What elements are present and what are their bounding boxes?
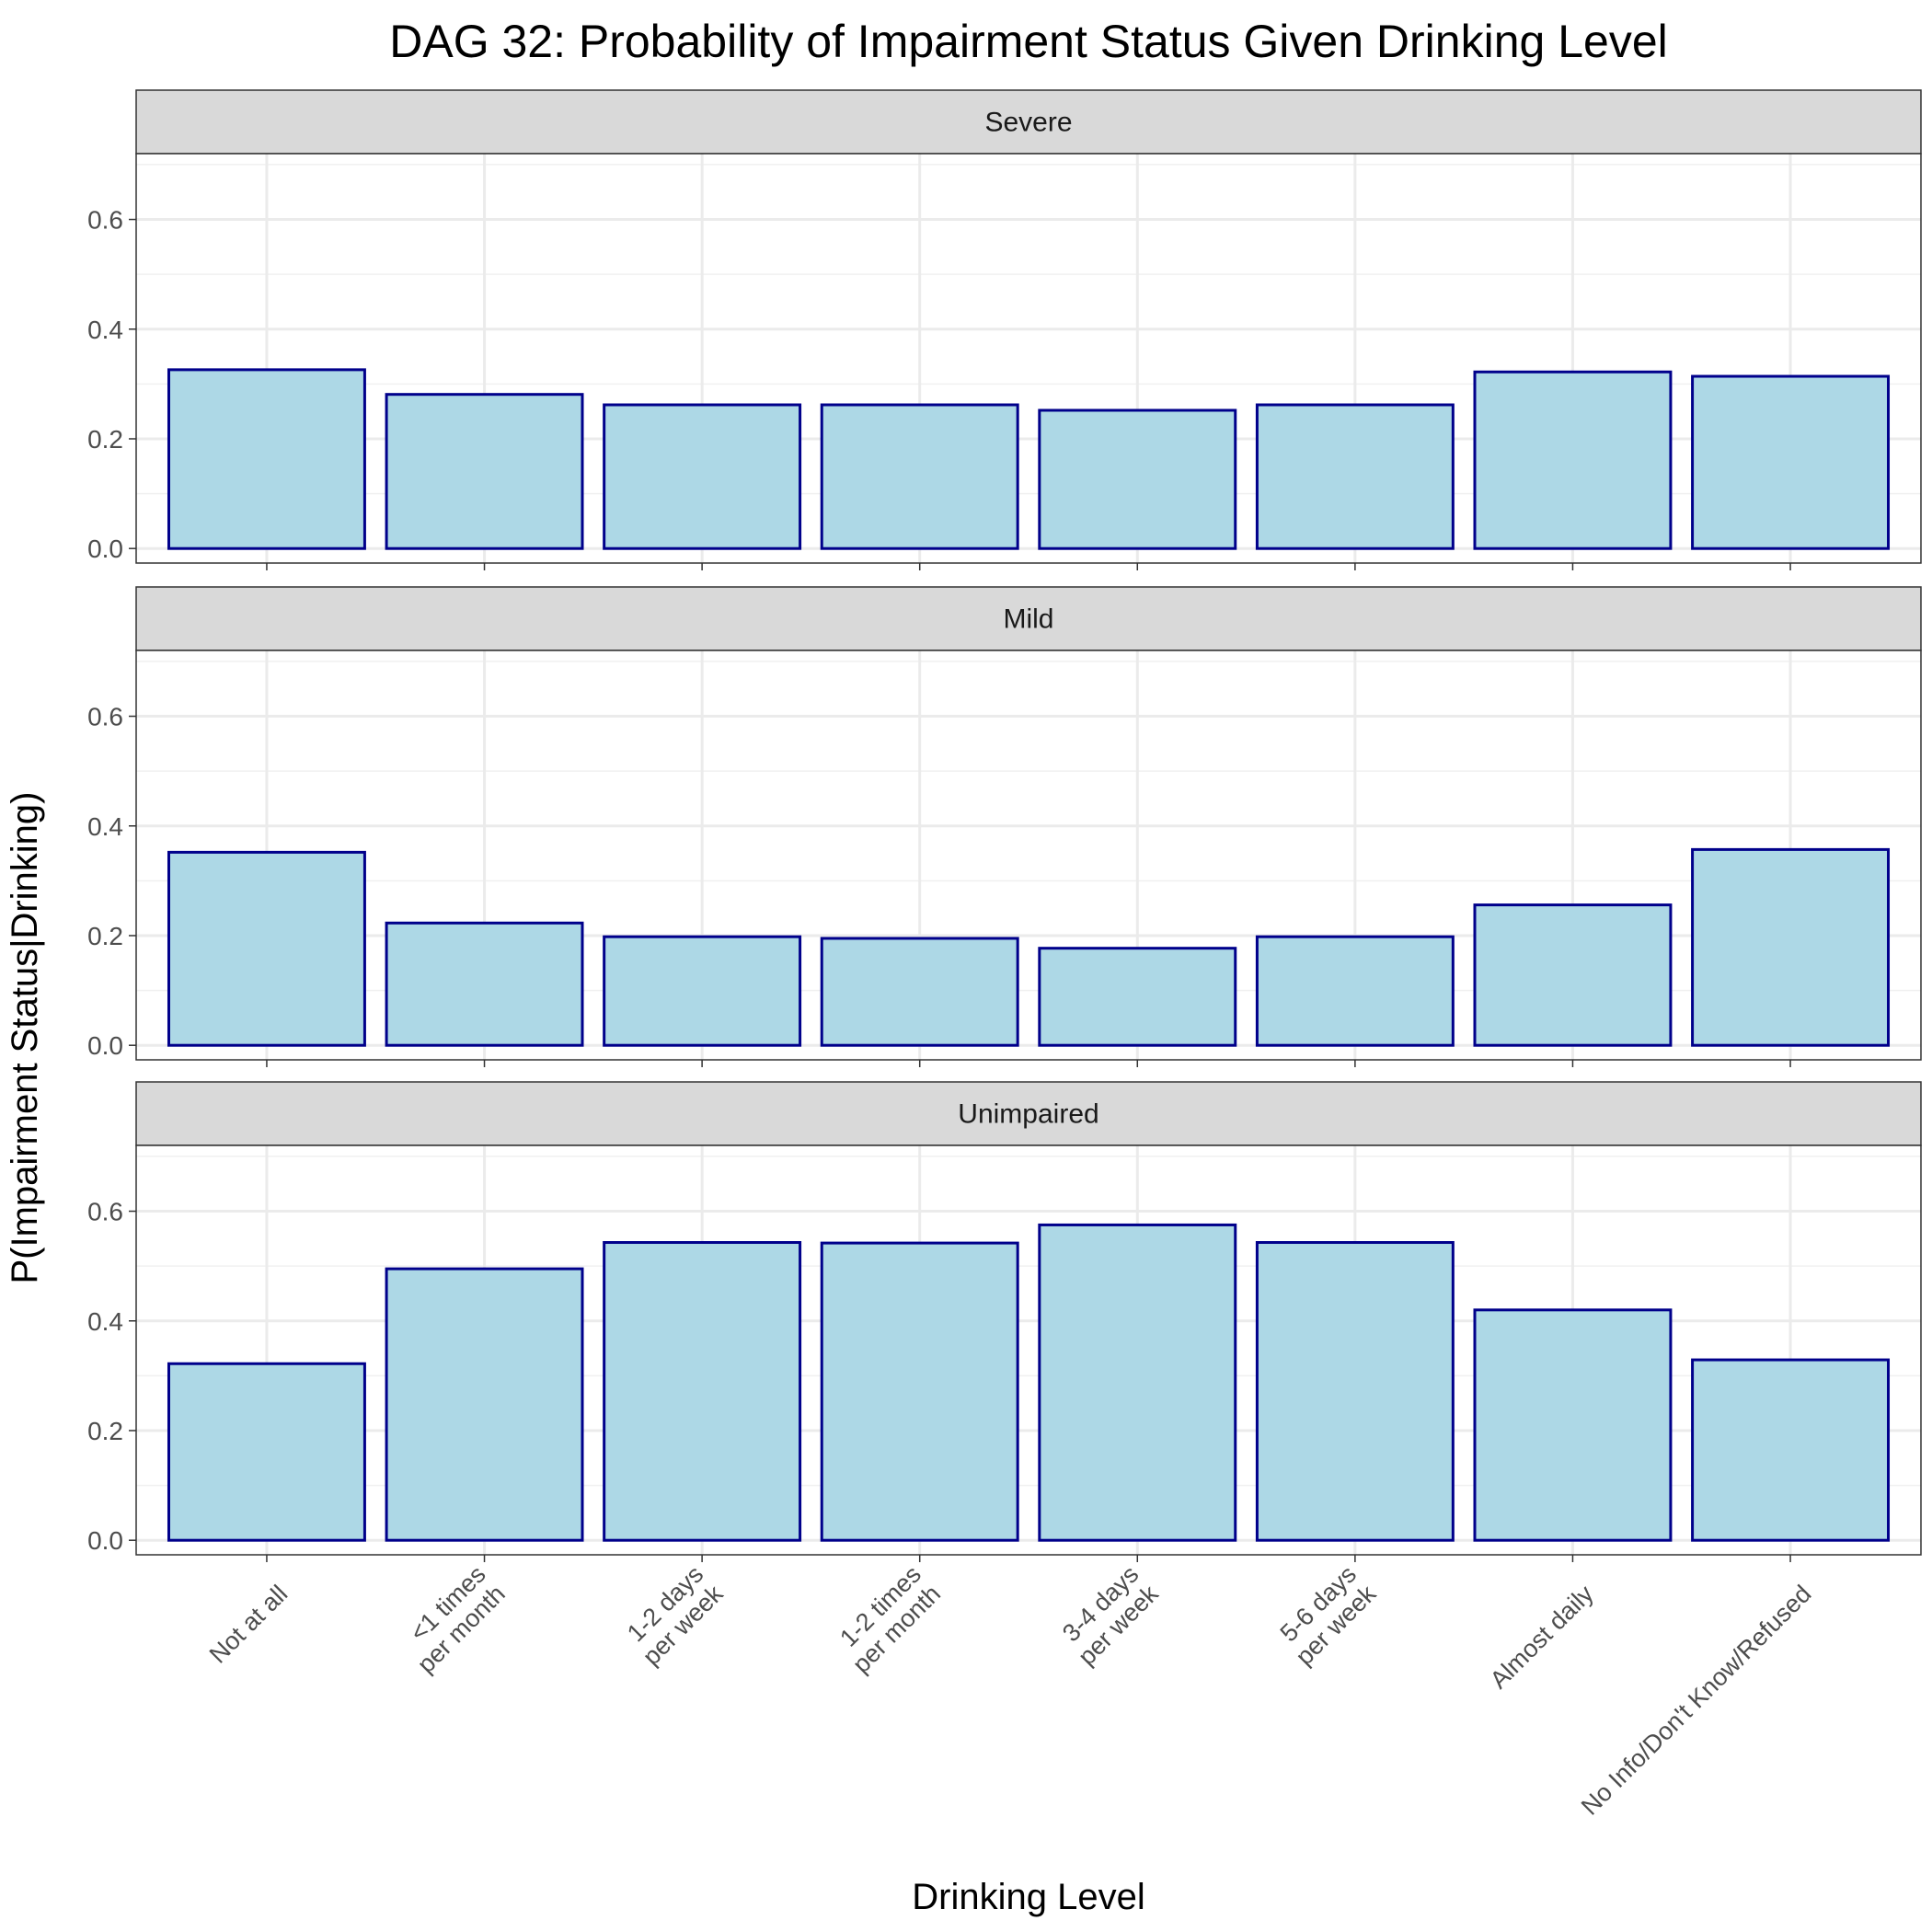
bar — [820, 403, 1019, 550]
panel-border — [135, 1144, 1922, 1556]
bar — [385, 393, 584, 550]
y-tick-label: 0.0 — [87, 1526, 123, 1555]
y-tick-label: 0.2 — [87, 922, 123, 950]
x-tick-label: <1 timesper month — [393, 1560, 511, 1678]
y-axis-title: P(Impairment Status|Drinking) — [5, 792, 45, 1284]
y-tick-label: 0.0 — [87, 535, 123, 563]
bar — [603, 403, 802, 550]
y-tick-label: 0.2 — [87, 425, 123, 454]
facet-strip-label: Severe — [984, 108, 1072, 138]
bar — [1473, 1308, 1673, 1542]
y-tick-label: 0.4 — [87, 812, 123, 841]
bar — [1038, 408, 1237, 550]
y-tick-label: 0.6 — [87, 206, 123, 235]
x-tick-label: 5-6 daysper week — [1271, 1560, 1381, 1671]
bar — [385, 1267, 584, 1542]
bar — [1691, 374, 1891, 550]
x-tick-label: 1-2 timesper month — [828, 1560, 946, 1678]
facet-panel-severe: Severe 0.0 0.2 0.4 0.6 — [87, 89, 1922, 570]
bar — [1038, 1223, 1237, 1542]
bar — [1691, 847, 1891, 1047]
facet-strip — [135, 586, 1922, 651]
x-tick-label-line: No Info/Don't Know/Refused — [1576, 1580, 1817, 1821]
y-tick-label: 0.6 — [87, 703, 123, 731]
facet-panel-mild: Mild 0.0 0.2 0.4 0.6 — [87, 586, 1922, 1067]
bar — [1255, 935, 1455, 1047]
x-tick-label: 3-4 daysper week — [1053, 1560, 1164, 1671]
y-tick-label: 0.2 — [87, 1417, 123, 1445]
panel-border — [135, 153, 1922, 564]
facets-layer: Severe0.00.20.40.6Mild0.00.20.40.6Unimpa… — [87, 89, 1922, 1821]
x-axis-title: Drinking Level — [912, 1877, 1144, 1917]
facet-strip-label: Mild — [1003, 604, 1053, 635]
bar — [1473, 903, 1673, 1047]
bar — [385, 921, 584, 1047]
bar — [820, 937, 1019, 1047]
facet-strip-label: Unimpaired — [958, 1099, 1098, 1130]
bar — [603, 935, 802, 1047]
bar — [167, 368, 366, 550]
x-tick-label: 1-2 daysper week — [618, 1560, 729, 1671]
x-tick-label-line: Almost daily — [1485, 1580, 1599, 1694]
facet-strip — [135, 1081, 1922, 1146]
bar — [1255, 1241, 1455, 1542]
facet-panel-unimpaired: Unimpaired 0.0 0.2 0.4 0.6 — [87, 1081, 1922, 1562]
x-tick-label: No Info/Don't Know/Refused — [1576, 1580, 1817, 1821]
x-tick-label-line: Not at all — [204, 1580, 293, 1669]
bar — [1038, 947, 1237, 1047]
y-tick-label: 0.0 — [87, 1031, 123, 1060]
x-tick-label: Not at all — [204, 1580, 293, 1669]
bar — [167, 1362, 366, 1542]
chart-title: DAG 32: Probability of Impairment Status… — [389, 16, 1668, 67]
y-tick-label: 0.6 — [87, 1198, 123, 1226]
bar — [1473, 370, 1673, 550]
y-tick-label: 0.4 — [87, 1307, 123, 1336]
bar — [167, 850, 366, 1047]
bar — [820, 1241, 1019, 1542]
x-tick-label: Almost daily — [1485, 1580, 1599, 1694]
y-tick-label: 0.4 — [87, 316, 123, 344]
panel-border — [135, 650, 1922, 1061]
bar — [1255, 403, 1455, 550]
bar — [603, 1241, 802, 1542]
facet-strip — [135, 89, 1922, 155]
bar — [1691, 1358, 1891, 1542]
